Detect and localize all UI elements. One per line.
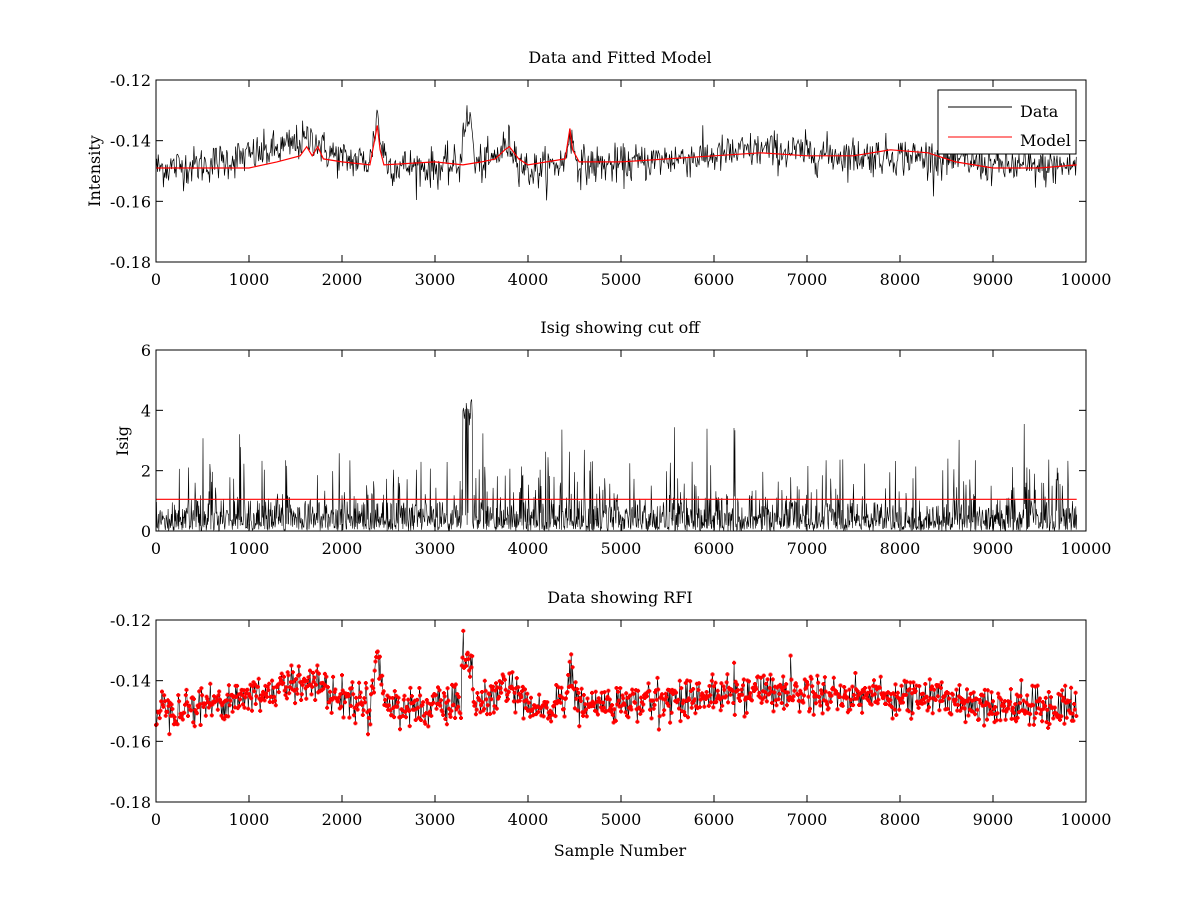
y-tick-label: 0	[141, 522, 151, 541]
x-tick-label: 6000	[694, 810, 735, 829]
x-tick-label: 9000	[973, 810, 1014, 829]
y-tick-label: -0.18	[110, 253, 151, 272]
y-tick-label: -0.18	[110, 793, 151, 812]
x-tick-label: 2000	[322, 270, 363, 289]
series-model-line	[156, 125, 1077, 169]
x-tick-label: 10000	[1061, 810, 1112, 829]
panel-isig: Isig showing cut off Isig 0 1000 2000 3000 4…	[113, 318, 1111, 558]
axis-ticks: 0 1000 2000 3000 4000 5000 6000 7000 8000 9000 100…	[141, 341, 1112, 558]
x-tick-label: 9000	[973, 539, 1014, 558]
y-tick-label: 4	[141, 401, 151, 420]
y-tick-label: -0.16	[110, 192, 151, 211]
panel-data-and-model: Data and Fitted Model Intensity 0 1000 200…	[85, 48, 1111, 289]
x-tick-label: 7000	[787, 270, 828, 289]
x-tick-label: 7000	[787, 539, 828, 558]
x-tick-label: 6000	[694, 270, 735, 289]
x-tick-label: 3000	[415, 270, 456, 289]
y-tick-label: -0.16	[110, 732, 151, 751]
x-tick-label: 5000	[601, 539, 642, 558]
x-tick-label: 4000	[508, 810, 549, 829]
x-tick-label: 0	[151, 810, 161, 829]
axis-ticks: 0 1000 2000 3000 4000 5000 6000 7000 8000 9000 100…	[110, 611, 1111, 829]
chart-title: Data showing RFI	[547, 588, 692, 607]
x-tick-label: 9000	[973, 270, 1014, 289]
x-tick-label: 7000	[787, 810, 828, 829]
y-tick-label: 6	[141, 341, 151, 360]
y-tick-label: 2	[141, 462, 151, 481]
axis-ticks: 0 1000 2000 3000 4000 5000 6000 7000 8000 9000 100…	[110, 71, 1111, 289]
y-tick-label: -0.14	[110, 132, 151, 151]
x-tick-label: 0	[151, 539, 161, 558]
plot-frame	[155, 79, 1087, 263]
x-tick-label: 2000	[322, 810, 363, 829]
chart-title: Isig showing cut off	[540, 318, 701, 337]
y-tick-label: -0.12	[110, 611, 151, 630]
x-tick-label: 2000	[322, 539, 363, 558]
legend: Data Model	[937, 89, 1077, 155]
series-isig-line	[155, 399, 1077, 532]
x-tick-label: 4000	[508, 270, 549, 289]
chart-title: Data and Fitted Model	[528, 48, 711, 67]
x-tick-label: 10000	[1061, 270, 1112, 289]
x-tick-label: 1000	[229, 270, 270, 289]
x-tick-label: 1000	[229, 539, 270, 558]
panel-rfi: Data showing RFI 0 1000 2000 3000 4000 5000 60…	[110, 588, 1111, 860]
x-tick-label: 4000	[508, 539, 549, 558]
y-tick-label: -0.12	[110, 71, 151, 90]
legend-data-label: Data	[1020, 102, 1059, 121]
plot-frame	[155, 349, 1087, 532]
x-axis-label: Sample Number	[554, 841, 687, 860]
x-tick-label: 10000	[1061, 539, 1112, 558]
x-tick-label: 8000	[880, 810, 921, 829]
x-tick-label: 5000	[601, 810, 642, 829]
y-axis-label: Intensity	[85, 135, 104, 207]
plot-area	[155, 105, 1077, 201]
legend-box	[937, 89, 1077, 155]
y-axis-label: Isig	[113, 426, 132, 456]
x-tick-label: 6000	[694, 539, 735, 558]
legend-model-label: Model	[1020, 131, 1071, 150]
x-tick-label: 0	[151, 270, 161, 289]
series-data-line	[155, 105, 1077, 201]
x-tick-label: 3000	[415, 539, 456, 558]
x-tick-label: 3000	[415, 810, 456, 829]
plot-frame	[155, 619, 1087, 803]
x-tick-label: 5000	[601, 270, 642, 289]
x-tick-label: 1000	[229, 810, 270, 829]
x-tick-label: 8000	[880, 270, 921, 289]
plot-area	[155, 399, 1077, 532]
y-tick-label: -0.14	[110, 672, 151, 691]
x-tick-label: 8000	[880, 539, 921, 558]
